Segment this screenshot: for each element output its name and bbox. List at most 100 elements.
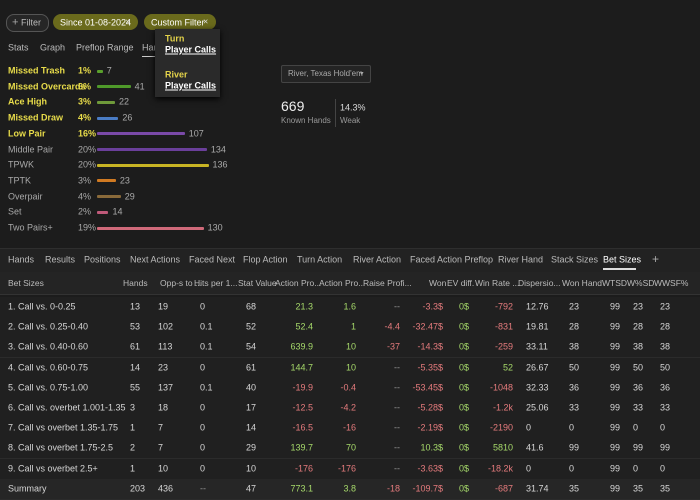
add-filter-button[interactable] — [6, 14, 49, 32]
table-cell: -0.4 — [340, 382, 356, 393]
bottom-tab[interactable]: Flop Action — [243, 254, 288, 265]
close-icon[interactable]: × — [203, 16, 209, 27]
bottom-tab[interactable]: Turn Action — [297, 254, 343, 265]
top-tab[interactable]: Stats — [8, 42, 29, 53]
bottom-tab[interactable]: Faced Next — [189, 254, 236, 265]
known-hands-value: 669 — [281, 98, 305, 114]
table-cell: -18 — [386, 483, 400, 494]
bottom-tab[interactable]: River Action — [353, 254, 402, 265]
table-cell: 3 — [130, 402, 136, 413]
hand-group-count: 22 — [119, 96, 130, 107]
hand-group-pct: 3% — [78, 96, 92, 107]
hand-group-pct: 6% — [78, 81, 92, 92]
column-header: Hits per 1... — [194, 277, 238, 288]
hand-group-bar — [97, 148, 207, 151]
table-cell: 12.76 — [526, 301, 549, 312]
game-select[interactable] — [281, 65, 371, 83]
table-cell: 31.74 — [526, 483, 549, 494]
table-cell: -176 — [337, 463, 356, 474]
table-cell: 29 — [246, 442, 257, 453]
table-cell: 28 — [660, 321, 671, 332]
top-tab[interactable]: Graph — [40, 42, 66, 53]
table-cell: 14 — [246, 422, 257, 433]
table-cell: 33 — [569, 402, 580, 413]
hand-group-count: 134 — [210, 144, 226, 154]
table-cell: 33 — [660, 402, 671, 413]
table-cell: 0 — [660, 463, 666, 474]
known-hands-label: Known Hands — [281, 116, 331, 125]
table-cell: 0$ — [458, 362, 469, 373]
hand-group-bar — [97, 69, 103, 73]
table-cell: 0 — [569, 422, 575, 433]
hand-group-pct: 4% — [78, 191, 92, 202]
table-cell: 50 — [569, 362, 580, 373]
table-cell: 7. Call vs overbet 1.35-1.75 — [8, 422, 119, 433]
tab-underline — [142, 56, 156, 57]
close-icon[interactable]: × — [125, 16, 131, 27]
table-cell: -792 — [494, 301, 513, 312]
table-cell: 0 — [200, 422, 206, 433]
table-cell: 61 — [130, 341, 141, 352]
hand-group-bar — [97, 132, 185, 136]
table-cell: 0$ — [458, 463, 469, 474]
table-cell: 773.1 — [290, 483, 313, 494]
table-cell: -19.9 — [292, 382, 313, 393]
table-cell: 99 — [633, 442, 644, 453]
hand-group-pct: 1% — [78, 65, 92, 76]
active-tab-underline — [603, 268, 636, 270]
table-cell: 28 — [569, 321, 580, 332]
hand-group-name: Set — [8, 206, 22, 217]
bottom-tab[interactable]: Results — [45, 254, 76, 265]
column-header: Dispersio... — [518, 277, 561, 288]
column-header: WTSD — [602, 277, 628, 288]
hand-group-bar — [97, 116, 119, 120]
table-cell: 36 — [660, 382, 671, 393]
table-cell: -1.2k — [492, 402, 513, 413]
table-cell: 113 — [158, 341, 173, 352]
table-cell: 26.67 — [526, 362, 549, 373]
bottom-tab[interactable]: Hands — [8, 254, 35, 265]
popup-action[interactable]: Player Calls — [165, 44, 217, 55]
table-cell: 10 — [345, 341, 356, 352]
top-tab[interactable]: Preflop Range — [76, 42, 134, 53]
table-cell: 17 — [246, 402, 257, 413]
hand-group-name: Ace High — [8, 96, 48, 107]
table-cell: 137 — [158, 382, 174, 393]
table-cell: 6. Call vs. overbet 1.001-1.35 — [8, 402, 126, 413]
filter-chip[interactable] — [53, 14, 138, 30]
filter-chip[interactable] — [144, 14, 216, 30]
bottom-tab[interactable]: Positions — [84, 254, 121, 265]
hand-group-name: TPWK — [8, 159, 34, 170]
hand-group-count: 26 — [122, 112, 133, 123]
hand-group-name: Missed Draw — [8, 112, 64, 123]
bottom-tab[interactable]: Bet Sizes — [603, 254, 642, 265]
table-cell: 99 — [610, 301, 621, 312]
table-cell: 99 — [569, 442, 580, 453]
bottom-tab[interactable]: Stack Sizes — [551, 254, 599, 265]
popup-action[interactable]: Player Calls — [165, 80, 217, 91]
hand-group-name: TPTK — [8, 175, 32, 186]
filter-chip-label: Custom Filter — [151, 17, 205, 28]
table-cell: 33.11 — [526, 341, 548, 352]
add-tab-button[interactable]: + — [652, 252, 660, 266]
table-cell: -176 — [294, 463, 313, 474]
table-cell: 99 — [610, 483, 621, 494]
column-header: Bet Sizes — [8, 277, 44, 288]
table-cell: 639.9 — [290, 341, 313, 352]
table-cell: 139.7 — [290, 442, 313, 453]
bottom-tab[interactable]: Next Actions — [130, 254, 181, 265]
table-cell: 18 — [158, 402, 169, 413]
hand-group-name: Low Pair — [8, 128, 46, 139]
table-cell: 14 — [130, 362, 141, 373]
table-cell: 5. Call vs. 0.75-1.00 — [8, 382, 89, 393]
bottom-tab[interactable]: Faced Action Preflop — [410, 254, 494, 265]
column-header: Action Pro... — [275, 277, 322, 288]
hand-group-bar — [97, 163, 209, 167]
table-cell: 10 — [345, 362, 356, 373]
hand-group-count: 29 — [124, 191, 135, 202]
table-cell: 0$ — [458, 341, 469, 352]
table-cell: 0 — [660, 422, 666, 433]
bottom-tab[interactable]: River Hand — [498, 254, 544, 265]
table-cell: 35 — [569, 483, 580, 494]
table-cell: 1 — [130, 422, 136, 433]
